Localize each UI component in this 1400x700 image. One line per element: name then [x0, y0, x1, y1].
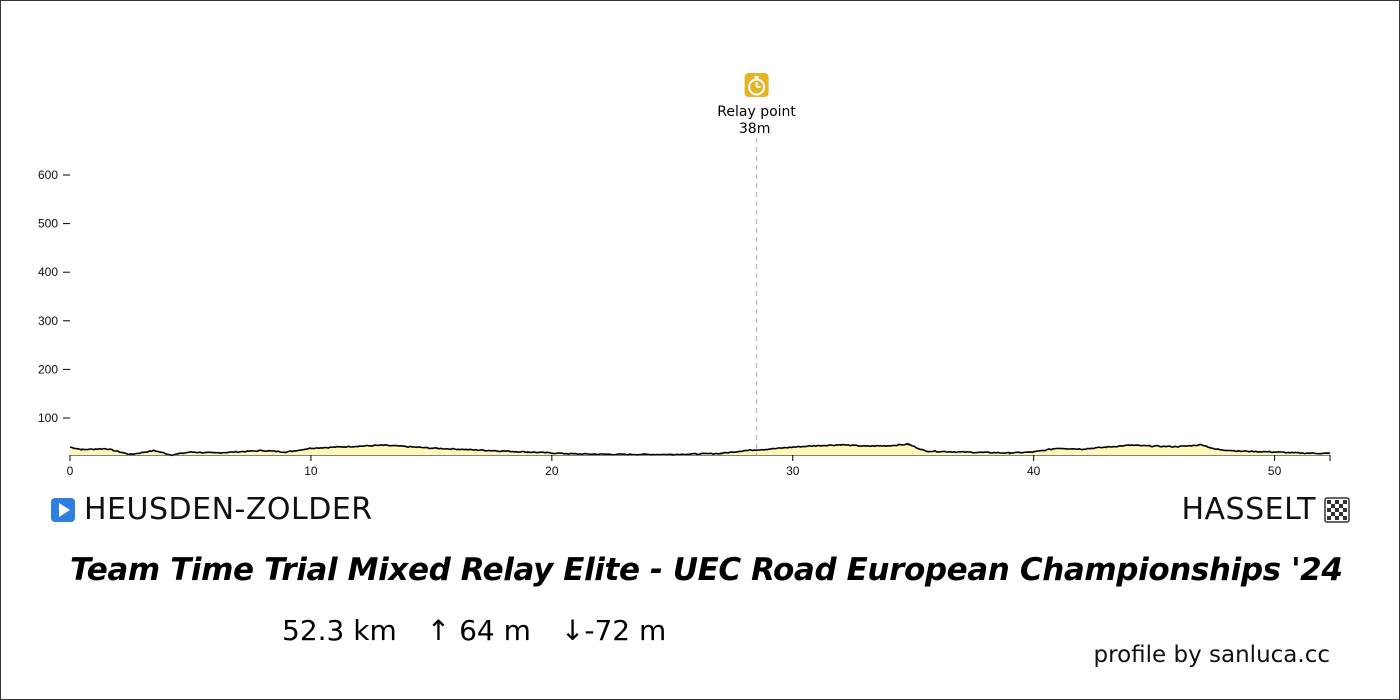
relay-point-label: Relay point	[717, 104, 796, 120]
y-tick-label: 300	[38, 314, 58, 328]
ascent-value: ↑ 64 m	[426, 614, 531, 647]
x-tick-label: 40	[1027, 464, 1041, 478]
elevation-chart: 100 200 300 400 500 600 0 10 20 30 40 50 Relay poi…	[38, 73, 1331, 478]
elevation-line	[69, 442, 1331, 457]
checkered-flag-icon	[1324, 497, 1350, 523]
start-location: HEUSDEN-ZOLDER	[50, 492, 373, 528]
play-icon	[51, 498, 75, 522]
route-stats: 52.3 km ↑ 64 m ↓-72 m	[282, 614, 666, 647]
x-tick-label: 30	[786, 464, 800, 478]
y-tick-label: 100	[38, 411, 58, 425]
descent-value: ↓-72 m	[560, 614, 667, 647]
x-tick-label: 0	[67, 464, 74, 478]
profile-credit: profile by sanluca.cc	[1093, 642, 1330, 668]
y-tick-label: 500	[38, 217, 58, 231]
elevation-profile	[69, 442, 1331, 457]
x-tick-label: 20	[545, 464, 559, 478]
finish-location-name: HASSELT	[1181, 492, 1316, 527]
y-tick-label: 600	[38, 168, 58, 182]
x-tick-label: 10	[304, 464, 318, 478]
start-location-name: HEUSDEN-ZOLDER	[84, 492, 373, 527]
y-tick-label: 400	[38, 265, 58, 279]
relay-point-elevation: 38m	[739, 121, 770, 137]
race-title: Team Time Trial Mixed Relay Elite - UEC …	[70, 552, 1343, 588]
x-axis: 0 10 20 30 40 50	[67, 454, 1331, 478]
x-tick-label: 50	[1268, 464, 1282, 478]
distance-value: 52.3 km	[282, 614, 397, 647]
y-tick-label: 200	[38, 362, 58, 376]
y-axis: 100 200 300 400 500 600	[38, 168, 70, 425]
finish-location: HASSELT	[1181, 492, 1350, 528]
stopwatch-icon	[744, 73, 769, 97]
